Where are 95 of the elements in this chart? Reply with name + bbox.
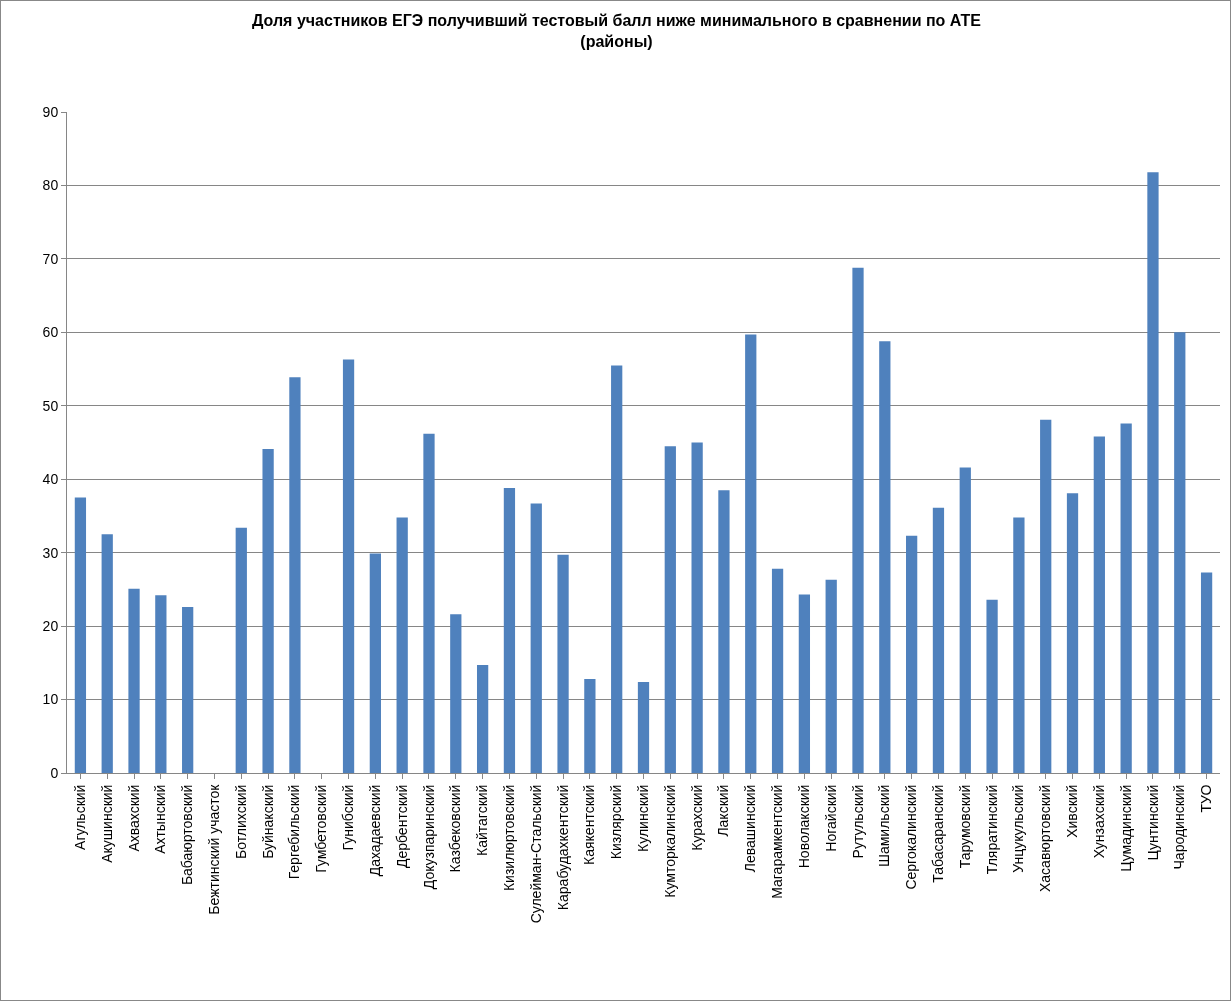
bar <box>503 488 516 773</box>
x-tick-label: Каякентский <box>581 784 598 865</box>
bar <box>718 490 730 773</box>
bar <box>289 377 301 773</box>
bar <box>771 568 784 773</box>
x-tick-label: Курахский <box>688 784 705 851</box>
x-tick-label: Тляратинский <box>983 784 1000 875</box>
y-tick-label: 40 <box>42 471 59 488</box>
x-tick-label: Акушинский <box>98 784 115 863</box>
y-tick-label: 60 <box>42 324 59 341</box>
x-tick-label: Рутульский <box>849 784 866 859</box>
x-tick-label: Ногайский <box>822 784 839 852</box>
bar <box>825 579 837 773</box>
x-tick-label: Кумторкалинский <box>661 784 678 898</box>
bar <box>450 614 462 773</box>
bar <box>745 334 757 773</box>
y-tick-label: 70 <box>42 250 59 267</box>
bar <box>476 665 489 773</box>
y-tick-label: 30 <box>42 544 59 561</box>
x-tick-label: Кизилюртовский <box>500 784 517 892</box>
bar <box>557 554 569 773</box>
bar <box>691 442 703 773</box>
bar <box>798 594 811 773</box>
bar <box>959 467 971 773</box>
bar <box>879 341 891 773</box>
x-tick-label: Ахвахский <box>125 784 142 852</box>
y-tick-label: 0 <box>50 764 59 781</box>
bar <box>74 497 87 773</box>
bar <box>128 588 140 773</box>
bar <box>342 359 355 773</box>
bar <box>906 535 918 773</box>
bar <box>664 446 676 773</box>
x-tick-label: Сулейман-Стальский <box>527 784 544 924</box>
x-tick-label: Хасавюртовский <box>1037 784 1054 893</box>
bar <box>530 503 542 773</box>
x-tick-label: Казбековский <box>447 784 464 873</box>
y-tick-label: 50 <box>42 397 59 414</box>
x-tick-label: Ботлихский <box>232 784 249 859</box>
bar <box>155 595 167 773</box>
x-tick-label: Гергебильский <box>286 784 303 880</box>
bar <box>852 267 864 773</box>
bar <box>1174 332 1186 773</box>
bar <box>396 517 408 773</box>
x-tick-label: Кулинский <box>635 784 652 852</box>
bar <box>1066 493 1079 773</box>
x-tick-label: Дахадаевский <box>366 784 383 877</box>
y-tick-label: 10 <box>42 691 59 708</box>
x-tick-label: Новолакский <box>795 784 812 869</box>
x-tick-label: Чародинский <box>1171 784 1188 870</box>
bar <box>369 553 381 773</box>
x-tick-label: Цумадинский <box>1117 784 1134 872</box>
x-tick-label: Ахтынский <box>152 784 169 854</box>
bar <box>611 365 623 773</box>
bar <box>1120 423 1132 773</box>
x-tick-label: Левашинский <box>742 784 759 873</box>
x-tick-label: Агульский <box>71 784 88 850</box>
x-tick-label: Докузпаринский <box>420 784 437 890</box>
x-tick-label: Бежтинский участок <box>206 783 223 915</box>
bar <box>182 607 194 773</box>
x-tick-label: Дербентский <box>393 784 410 869</box>
x-tick-label: Шамильский <box>876 784 893 867</box>
x-tick-label: Унцукульский <box>1010 784 1027 873</box>
bar <box>1200 572 1213 773</box>
bar <box>101 534 113 773</box>
bar <box>1093 436 1105 773</box>
x-tick-label: Цунтинский <box>1144 784 1161 861</box>
bar <box>235 527 247 773</box>
x-tick-label: Буйнакский <box>259 784 276 859</box>
x-tick-label: Сергокалинский <box>903 784 920 890</box>
bar <box>637 681 650 773</box>
bar <box>1040 419 1052 773</box>
chart-title: Доля участников ЕГЭ получивший тестовый балл ниже минимального в сравнении по АТЕ (районы) <box>251 12 982 50</box>
x-tick-label: Гумбетовский <box>313 784 330 873</box>
x-tick-label: ТУО <box>1198 784 1215 813</box>
bar <box>986 599 998 773</box>
x-tick-label: Магарамкентский <box>769 784 786 899</box>
x-tick-label: Лакский <box>715 784 732 837</box>
bar <box>1013 517 1025 773</box>
bar <box>1147 172 1159 773</box>
x-tick-label: Кайтагский <box>474 784 491 856</box>
bar <box>932 507 945 773</box>
x-tick-label: Хунзахский <box>1090 784 1107 859</box>
x-tick-label: Хивский <box>1064 784 1081 838</box>
x-tick-label: Табасаранский <box>930 784 946 883</box>
x-tick-label: Кизлярский <box>608 784 625 860</box>
y-tick-label: 80 <box>42 177 59 194</box>
x-tick-label: Гунибский <box>340 784 357 851</box>
x-tick-label: Тарумовский <box>956 784 973 869</box>
bar <box>423 433 435 773</box>
y-tick-label: 90 <box>42 103 59 120</box>
bar <box>584 678 596 773</box>
bar <box>262 449 274 773</box>
y-tick-label: 20 <box>42 618 59 635</box>
x-tick-label: Бабаюртовский <box>179 784 196 886</box>
x-tick-label: Карабудахкентский <box>554 784 571 911</box>
